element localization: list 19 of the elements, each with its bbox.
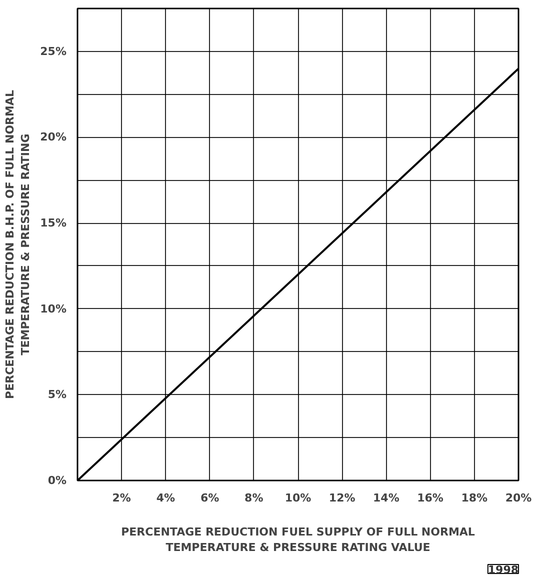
x-tick-label: 14% (373, 492, 400, 504)
y-axis-title: PERCENTAGE REDUCTION B.H.P. OF FULL NORMAL TEMPERATURE & PRESSURE RATING (4, 90, 32, 399)
text: 1998 (488, 564, 519, 576)
x-tick-label: 2% (112, 492, 131, 504)
x-tick-label: 4% (156, 492, 176, 504)
x-tick-label: 12% (328, 492, 356, 504)
x-tick-label: 8% (244, 492, 264, 504)
x-tick-label: 20% (505, 492, 532, 504)
x-tick-label: 16% (417, 492, 444, 504)
x-tick-label: 18% (461, 492, 488, 504)
y-tick-label: 5% (48, 388, 67, 402)
y-tick-label: 25% (40, 44, 67, 58)
y-tick-label: 10% (40, 302, 67, 316)
x-axis-title: PERCENTAGE REDUCTION FUEL SUPPLY OF FULL NORMAL TEMPERATURE & PRESSURE RATING VALUE (121, 526, 475, 554)
y-tick-label: 15% (40, 216, 67, 230)
y-tick-label: 0% (48, 474, 67, 487)
y-tick-label: 20% (40, 130, 67, 144)
x-tick-label: 10% (284, 492, 312, 504)
x-tick-label: 6% (200, 492, 220, 504)
